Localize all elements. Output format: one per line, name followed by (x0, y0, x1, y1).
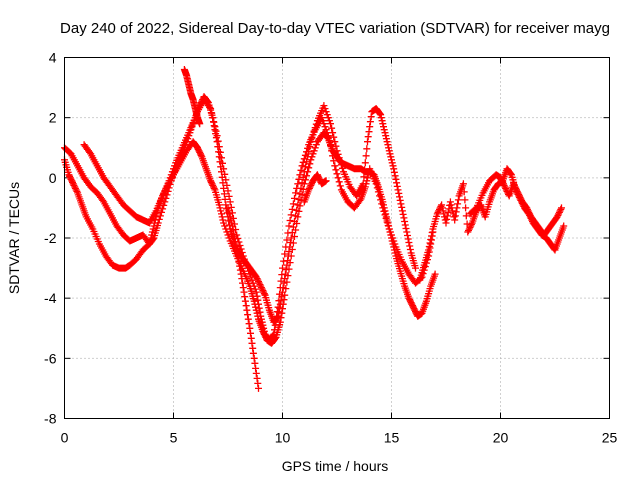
series-track-c (80, 93, 419, 326)
y-tick-label: -4 (44, 290, 57, 306)
y-tick-label: -2 (44, 230, 57, 246)
x-tick-label: 10 (275, 430, 291, 446)
chart-title: Day 240 of 2022, Sidereal Day-to-day VTE… (60, 20, 610, 37)
series-track-b (61, 96, 437, 344)
x-tick-label: 20 (493, 430, 509, 446)
y-tick-label: -6 (44, 350, 57, 366)
axis-ticks: 0 5 10 15 20 25 -8 -6 -4 -2 0 2 4 (44, 50, 617, 446)
x-tick-label: 15 (384, 430, 400, 446)
y-tick-label: 2 (49, 110, 57, 126)
y-tick-label: 0 (49, 170, 57, 186)
y-axis-label: SDTVAR / TECUs (6, 182, 22, 294)
data-point-markers (80, 93, 419, 326)
x-tick-label: 25 (602, 430, 618, 446)
data-point-markers (61, 96, 437, 344)
x-tick-label: 0 (61, 430, 69, 446)
x-tick-label: 5 (170, 430, 178, 446)
data-point-markers (180, 66, 330, 392)
data-points (61, 66, 568, 392)
y-tick-label: -8 (44, 411, 57, 427)
data-point-markers (466, 171, 565, 239)
series-track-f (466, 171, 565, 239)
y-tick-label: 4 (49, 50, 57, 66)
x-axis-label: GPS time / hours (282, 458, 389, 474)
plot-frame (64, 57, 610, 419)
series-track-d (180, 66, 330, 392)
